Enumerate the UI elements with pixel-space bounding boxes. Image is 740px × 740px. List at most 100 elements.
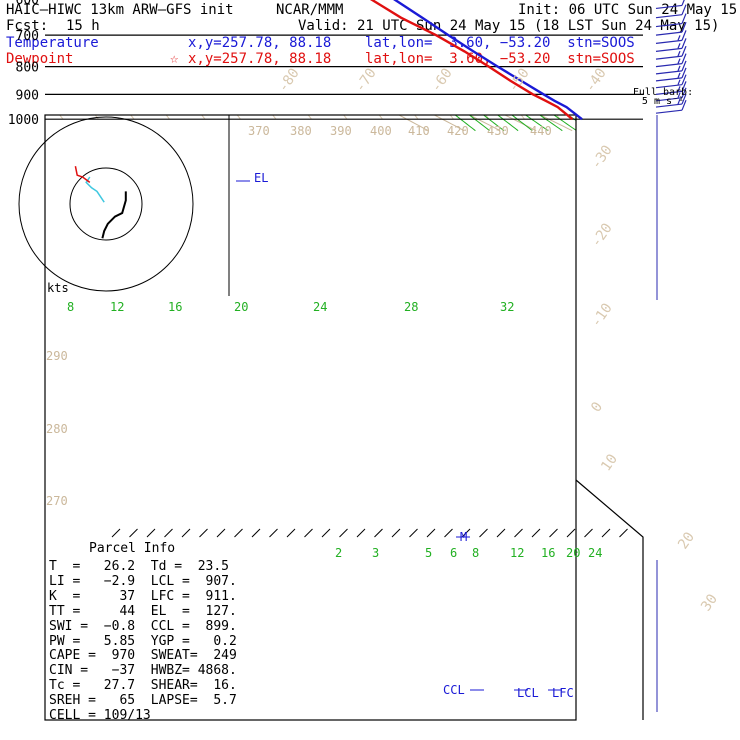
star-icon: ☆ [170, 51, 179, 67]
temperature-legend: Temperature [6, 35, 99, 51]
isotherm-line [485, 115, 490, 120]
dry-adiabat-line [0, 0, 740, 131]
mixing-ratio-label: 2 [335, 546, 342, 560]
dry-adiabat-line [574, 115, 576, 116]
dry-adiabat-line [0, 0, 740, 131]
hatch-mark [129, 528, 138, 538]
theta-label: 400 [370, 124, 392, 138]
fcst-hours: 15 h [66, 18, 100, 34]
theta-label: 410 [408, 124, 430, 138]
dry-adiabat-line [0, 0, 680, 131]
valid-time: Valid: 21 UTC Sun 24 May 15 (18 LST Sun … [298, 18, 720, 34]
hatch-mark [409, 528, 418, 538]
barb-half-flag [677, 92, 681, 99]
theta-label: 270 [46, 494, 68, 508]
hatch-mark [181, 528, 191, 538]
isotherm-line [556, 115, 561, 120]
moist-adiabat-line [482, 115, 505, 132]
isotherm-label: 10 [598, 451, 621, 474]
isotherm-label: 30 [698, 591, 721, 614]
parcel-row: CELL = 109/13 [49, 708, 151, 724]
moist-adiabat-line [567, 115, 576, 122]
isotherm-line [172, 0, 595, 119]
parcel-row: PW = 5.85 YGP = 0.2 [49, 633, 237, 649]
dry-adiabat-line [0, 0, 740, 131]
isotherm-line [307, 115, 312, 120]
barb-staff [655, 39, 683, 44]
hodograph-trace-upper [101, 191, 127, 239]
moist-adiabat-line [553, 115, 576, 131]
barb-staff [655, 103, 683, 108]
wind-barb [655, 53, 687, 68]
pressure-label: 600 [16, 0, 39, 8]
moist-adiabat-lines [454, 115, 576, 132]
mixing-ratio-label: 24 [588, 546, 602, 560]
isotherm-line [378, 115, 383, 120]
hodograph-unit-label: kts [47, 281, 69, 295]
dry-adiabat-line [433, 115, 465, 132]
hatch-mark [164, 528, 173, 538]
moist-adiabat-line [511, 115, 533, 132]
isotherm-line [272, 115, 277, 120]
hodograph-trace-low [74, 166, 91, 183]
theta-label: 440 [530, 124, 552, 138]
isotherm-line [414, 115, 419, 120]
barb-staff [655, 22, 683, 28]
hatch-mark [479, 528, 488, 538]
barb-half-flag [677, 35, 681, 41]
theta-label: 280 [46, 422, 68, 436]
theta-e-label: 8 [67, 300, 74, 314]
dry-adiabat-line [0, 0, 740, 131]
dewpoint-profile [369, 0, 574, 121]
isotherm-label: -80 [275, 65, 303, 95]
barb-flag [681, 81, 687, 92]
plot-border-skew [575, 479, 644, 720]
hatch-mark [234, 528, 243, 538]
level-label-lfc: LFC [552, 686, 574, 700]
isotherm-lines [59, 0, 666, 120]
org-label: NCAR/MMM [276, 2, 344, 18]
theta-label: 370 [248, 124, 270, 138]
parcel-row: LI = −2.9 LCL = 907. [49, 573, 237, 589]
barb-staff [655, 109, 683, 114]
barb-flag [681, 21, 687, 33]
barb-staff [655, 55, 683, 60]
parcel-row: T = 26.2 Td = 23.5 [49, 559, 230, 574]
barb-unit: 5 m s⁻¹ [642, 96, 684, 107]
barb-staff [655, 14, 683, 19]
temperature-profile [393, 0, 583, 121]
hatch-mark [321, 528, 331, 538]
theta-e-label: 12 [110, 300, 124, 314]
barb-half-flag [677, 79, 681, 85]
theta-e-label: 28 [404, 300, 418, 314]
barb-staff [655, 77, 683, 82]
isotherm-label: -70 [352, 65, 380, 95]
hatch-mark [111, 528, 121, 538]
hatch-mark [619, 528, 628, 538]
parcel-row: CIN = −37 HWBZ= 4868. [49, 663, 237, 679]
barb-staff [655, 31, 683, 36]
wind-barb [655, 60, 687, 75]
hatch-mark [199, 528, 208, 538]
mixing-ratio-label: 3 [372, 546, 379, 560]
wind-barb [655, 38, 687, 52]
barb-flag [681, 99, 687, 111]
isotherm-label: -20 [588, 220, 616, 250]
hatch-mark [601, 528, 611, 538]
barb-flag [681, 13, 687, 24]
hatch-mark [286, 528, 296, 538]
init-time: Init: 06 UTC Sun 24 May 15 [518, 2, 738, 18]
hatch-mark [444, 528, 453, 538]
isotherm-line [343, 115, 348, 120]
wind-barb [655, 99, 687, 114]
wind-barb [655, 45, 687, 60]
mixing-ratio-lines [301, 0, 600, 131]
parcel-row: Tc = 27.7 SHEAR= 16. [49, 678, 237, 694]
theta-label: 380 [290, 124, 312, 138]
parcel-row: CAPE = 970 SWEAT= 249 [49, 648, 237, 664]
dry-adiabat-line [0, 0, 716, 131]
isotherm-line [243, 0, 666, 119]
barb-half-flag [677, 98, 681, 105]
wind-barb [655, 93, 687, 108]
